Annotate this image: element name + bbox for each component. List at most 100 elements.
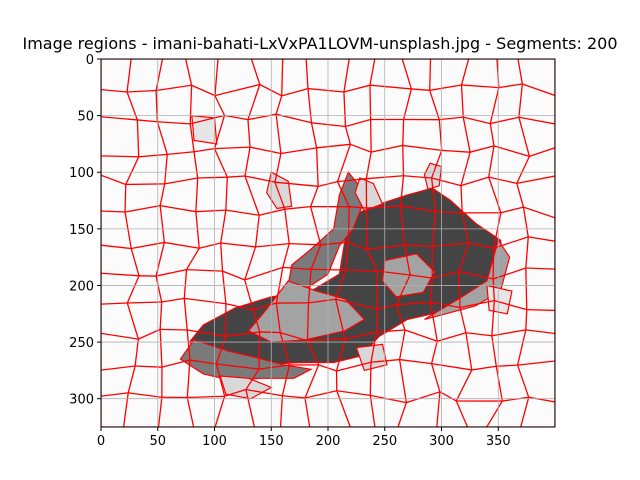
segment-boundary-105 (280, 147, 317, 155)
segment-boundary-62 (101, 116, 138, 121)
segment-boundary-302 (430, 341, 438, 364)
segment-boundary-78 (345, 118, 371, 128)
segment-boundary-118 (460, 152, 471, 186)
segment-boundary-87 (462, 117, 471, 153)
segment-boundary-298 (370, 331, 378, 363)
segment-boundary-55 (461, 84, 499, 89)
segment-boundary-140 (337, 178, 367, 183)
segment-boundary-239 (432, 270, 460, 279)
segment-boundary-361 (406, 391, 441, 404)
segment-boundary-35 (156, 84, 192, 92)
segment-boundary-353 (282, 395, 306, 399)
segment-boundary-241 (458, 270, 494, 280)
segment-boundary-238 (395, 274, 411, 306)
segment-boundary-136 (274, 181, 319, 187)
segment-boundary-341 (101, 392, 129, 397)
segment-boundary-370 (520, 397, 530, 427)
segment-boundary-319 (215, 363, 226, 397)
segment-boundary-294 (306, 340, 320, 366)
segment-boundary-3 (126, 59, 132, 93)
y-tick-label: 150 (69, 223, 94, 238)
segment-boundary-232 (307, 269, 312, 303)
segment-boundary-134 (244, 175, 276, 183)
segment-boundary-104 (244, 147, 251, 177)
segment-boundary-189 (130, 248, 140, 277)
segment-boundary-175 (400, 205, 436, 213)
segment-boundary-201 (310, 244, 322, 270)
segment-boundary-137 (274, 181, 286, 210)
segment-boundary-199 (282, 243, 290, 268)
segment-boundary-214 (528, 236, 555, 242)
segment-boundary-59 (522, 83, 555, 97)
segment-boundary-328 (370, 358, 400, 363)
segment-boundary-289 (259, 331, 281, 334)
segment-boundary-119 (493, 145, 530, 158)
segment-boundary-270 (430, 301, 461, 309)
x-tick-label: 200 (316, 434, 341, 449)
segment-boundary-193 (185, 247, 200, 270)
segment-boundary-153 (516, 183, 525, 208)
segment-boundary-50 (369, 85, 372, 120)
segment-boundary-91 (518, 117, 531, 157)
segment-boundary-316 (189, 359, 217, 365)
segment-boundary-325 (304, 364, 320, 399)
y-tick-label: 0 (86, 53, 94, 68)
segment-boundary-186 (101, 244, 132, 250)
segment-boundary-308 (516, 329, 527, 366)
segment-boundary-286 (186, 329, 191, 361)
segment-boundary-304 (465, 332, 473, 371)
segment-boundary-272 (459, 300, 495, 309)
segment-boundary-147 (430, 177, 437, 212)
segment-boundary-47 (343, 84, 371, 93)
segment-boundary-33 (127, 89, 157, 93)
y-tick-label: 100 (69, 166, 94, 181)
segment-boundary-221 (155, 268, 187, 277)
segment-boundary-171 (349, 206, 367, 209)
segment-boundary-317 (186, 360, 191, 398)
x-tick-label: 300 (429, 434, 454, 449)
segment-boundary-9 (214, 59, 219, 96)
segment-boundary-263 (306, 302, 310, 341)
segment-boundary-168 (284, 209, 290, 244)
segment-boundary-229 (282, 266, 312, 271)
segment-boundary-167 (284, 205, 311, 210)
segment-boundary-314 (161, 359, 191, 368)
segment-boundary-329 (369, 362, 372, 396)
segment-boundary-226 (221, 271, 227, 304)
segment-boundary-77 (310, 122, 318, 148)
segment-boundary-54 (429, 90, 440, 120)
y-tick-label: 300 (69, 393, 94, 408)
segment-boundary-39 (214, 83, 260, 97)
segment-boundary-37 (191, 84, 216, 97)
segment-boundary-363 (439, 391, 457, 402)
segment-boundary-163 (225, 209, 260, 216)
segment-boundary-307 (525, 329, 555, 335)
segment-boundary-90 (518, 116, 555, 125)
segment-boundary-164 (220, 210, 227, 244)
segment-boundary-52 (402, 88, 413, 120)
segment-boundary-349 (224, 388, 247, 397)
segment-boundary-192 (199, 242, 221, 249)
segment-boundary-202 (348, 241, 367, 251)
segment-boundary-352 (245, 389, 256, 427)
segment-boundary-112 (365, 152, 372, 179)
segment-boundary-293 (307, 338, 346, 342)
segment-boundary-38 (189, 85, 193, 124)
segment-boundary-181 (500, 206, 524, 214)
segment-boundary-95 (138, 153, 168, 158)
segment-boundary-69 (189, 123, 195, 152)
segment-boundary-296 (335, 338, 346, 372)
segment-boundary-258 (252, 302, 277, 311)
y-tick-label: 200 (69, 279, 94, 294)
segment-boundary-76 (311, 122, 346, 128)
segment-boundary-203 (344, 242, 350, 271)
segment-boundary-279 (101, 332, 139, 340)
segment-boundary-362 (397, 402, 407, 427)
segment-boundary-323 (281, 364, 290, 396)
x-tick-label: 350 (486, 434, 511, 449)
segment-boundary-242 (458, 271, 461, 308)
segment-boundary-15 (305, 59, 309, 89)
segment-boundary-130 (197, 176, 228, 179)
segment-boundary-269 (395, 304, 406, 331)
segment-boundary-131 (195, 177, 199, 212)
